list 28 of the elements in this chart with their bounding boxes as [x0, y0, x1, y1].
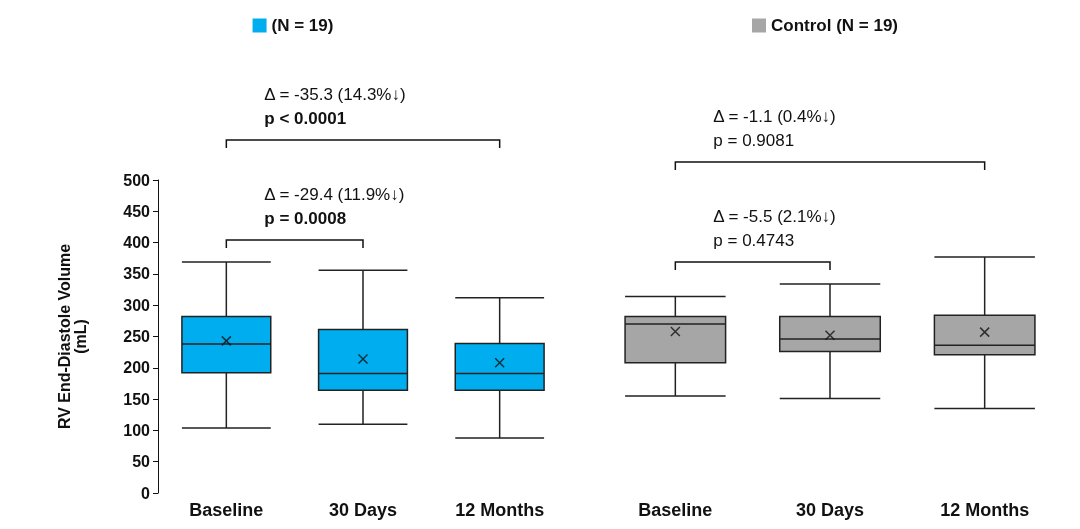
x-tick-label: Baseline: [189, 500, 264, 520]
text: p < 0.0001: [264, 109, 347, 129]
y-tick-label: 50: [132, 453, 151, 471]
x-tick-label: 12 Months: [940, 500, 1030, 520]
y-tick-label: 500: [123, 171, 151, 189]
y-tick-label: 0: [141, 484, 151, 502]
annotation: Δ = -29.4 (11.9%↓): [264, 185, 405, 205]
x-tick-label: Baseline: [638, 500, 713, 520]
annotation: Δ = -5.5 (2.1%↓): [713, 206, 836, 226]
legend-label: Control (N = 19): [770, 16, 899, 35]
x-tick-label: 30 Days: [328, 500, 398, 520]
x-tick-label: 30 Days: [795, 500, 865, 520]
y-tick-label: 250: [123, 328, 151, 345]
y-tick-label: 450: [123, 202, 151, 220]
y-tick-label: 400: [123, 234, 151, 252]
y-tick-label: 300: [123, 296, 151, 314]
x-tick-label: 12 Months: [455, 500, 545, 520]
y-tick-label: 200: [123, 359, 151, 377]
text: Δ = -35.3 (14.3%↓): [264, 85, 406, 105]
y-tick-label: 150: [123, 390, 151, 408]
annotation: p = 0.0008: [264, 209, 347, 229]
y-tick-label: 350: [123, 265, 151, 283]
y-axis-title: RV End-Diastole Volume (mL): [55, 243, 89, 430]
text: Δ = -1.1 (0.4%↓): [713, 106, 836, 126]
annotation: p = 0.4743: [713, 230, 795, 250]
legend-label: (N = 19): [271, 16, 334, 35]
y-tick-label: 100: [123, 421, 151, 439]
text: p = 0.9081: [713, 130, 795, 150]
